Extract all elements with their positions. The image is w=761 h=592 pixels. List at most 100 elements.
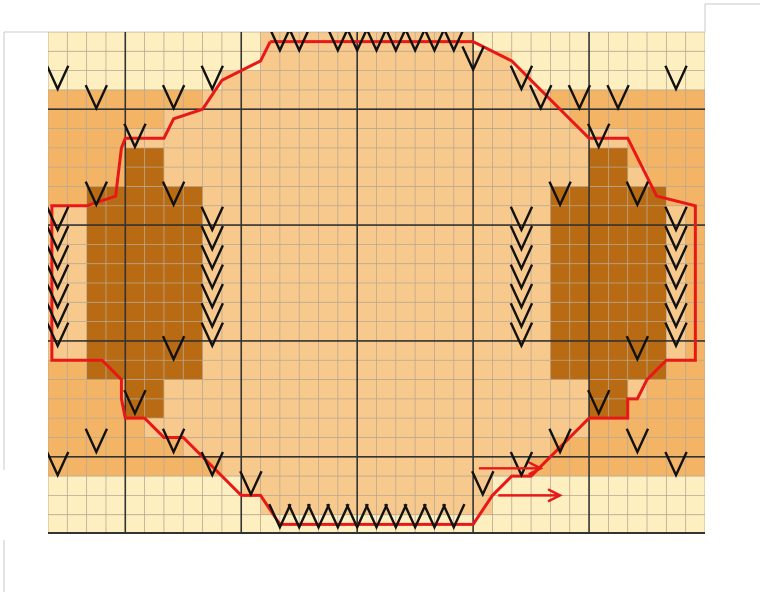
chart-cell <box>337 70 358 91</box>
chart-cell <box>279 89 300 110</box>
chart-cell <box>260 283 281 303</box>
chart-cell <box>202 437 223 458</box>
chart-cell <box>627 514 648 534</box>
chart-cell <box>318 340 339 361</box>
chart-cell <box>125 109 146 129</box>
chart-cell <box>241 51 261 72</box>
chart-cell <box>434 283 455 303</box>
chart-cell <box>685 514 705 534</box>
chart-cell <box>221 32 242 52</box>
chart-cell <box>376 89 397 110</box>
v-stitch-mark <box>587 123 611 150</box>
chart-cell <box>357 283 377 303</box>
chart-cell <box>685 32 705 52</box>
chart-cell <box>550 244 571 265</box>
knitting-chart <box>48 32 705 534</box>
chart-cell <box>260 302 281 323</box>
chart-cell <box>685 186 705 207</box>
chart-cell <box>125 89 146 110</box>
v-stitch-mark <box>48 283 70 311</box>
chart-cell <box>144 263 165 284</box>
chart-cell <box>67 321 88 342</box>
chart-cell <box>666 147 687 168</box>
chart-cell <box>627 476 648 496</box>
chart-cell <box>337 167 358 187</box>
chart-cell <box>395 167 416 187</box>
chart-cell <box>260 437 281 458</box>
v-stitch-mark <box>442 503 466 531</box>
chart-cell <box>260 244 281 265</box>
chart-cell <box>395 205 416 226</box>
chart-cell <box>550 70 571 91</box>
chart-cell <box>376 263 397 284</box>
chart-cell <box>473 340 493 361</box>
chart-cell <box>48 437 68 458</box>
chart-cell <box>125 244 146 265</box>
chart-cell <box>241 225 261 245</box>
chart-cell <box>125 263 146 284</box>
chart-cell <box>105 32 126 52</box>
chart-cell <box>163 147 184 168</box>
chart-cell <box>125 321 146 342</box>
chart-cell <box>473 456 493 477</box>
v-stitch-mark <box>509 264 534 291</box>
chart-cell <box>337 476 358 496</box>
chart-cell <box>125 70 146 91</box>
chart-cell <box>511 418 532 438</box>
chart-cell <box>492 244 513 265</box>
chart-cell <box>608 70 629 91</box>
chart-cell <box>376 456 397 477</box>
chart-cell <box>221 437 242 458</box>
chart-cell <box>550 302 571 323</box>
chart-cell <box>67 495 88 516</box>
chart-cell <box>86 225 107 245</box>
chart-cell <box>376 321 397 342</box>
chart-cell <box>531 167 551 187</box>
chart-cell <box>86 147 107 168</box>
chart-cell <box>299 283 319 303</box>
chart-cell <box>685 167 705 187</box>
chart-cell <box>67 70 88 91</box>
chart-cell <box>318 283 339 303</box>
chart-cell <box>86 283 107 303</box>
chart-cell <box>299 51 319 72</box>
chart-cell <box>163 456 184 477</box>
chart-cell <box>144 321 165 342</box>
chart-cell <box>569 263 590 284</box>
chart-cell <box>627 244 648 265</box>
chart-cell <box>589 340 609 361</box>
chart-cell <box>144 225 165 245</box>
chart-cell <box>685 379 705 400</box>
chart-cell <box>395 340 416 361</box>
chart-cell <box>125 456 146 477</box>
chart-cell <box>183 263 203 284</box>
chart-cell <box>608 263 629 284</box>
chart-cell <box>492 167 513 187</box>
chart-cell <box>415 302 435 323</box>
chart-cell <box>241 360 261 380</box>
chart-cell <box>434 302 455 323</box>
chart-cell <box>627 456 648 477</box>
chart-cell <box>627 32 648 52</box>
chart-cell <box>666 340 687 361</box>
chart-cell <box>202 128 223 149</box>
chart-cell <box>647 244 667 265</box>
chart-cell <box>492 70 513 91</box>
chart-cell <box>415 379 435 400</box>
chart-cell <box>86 263 107 284</box>
chart-cell <box>453 360 474 380</box>
chart-cell <box>202 147 223 168</box>
chart-cell <box>492 418 513 438</box>
chart-cell <box>492 205 513 226</box>
chart-cell <box>299 167 319 187</box>
major-grid-lines <box>48 32 705 534</box>
chart-cell <box>569 398 590 419</box>
chart-cell <box>86 167 107 187</box>
chart-cell <box>279 321 300 342</box>
chart-cell <box>453 51 474 72</box>
chart-cell <box>105 89 126 110</box>
chart-cell <box>163 283 184 303</box>
chart-cell <box>318 398 339 419</box>
chart-cell <box>569 340 590 361</box>
chart-cell <box>550 360 571 380</box>
